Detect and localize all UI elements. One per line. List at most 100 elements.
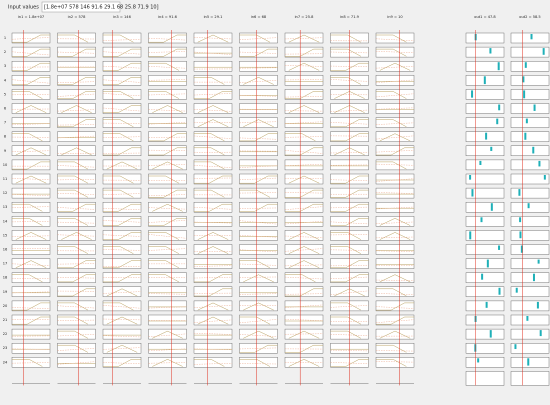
cell xyxy=(510,187,550,199)
membership-fn xyxy=(243,119,274,128)
cell xyxy=(284,159,324,171)
cell xyxy=(57,357,96,368)
cell xyxy=(102,61,142,72)
membership-fn xyxy=(152,330,183,339)
rule-number: 17 xyxy=(3,262,8,266)
membership-fn xyxy=(243,274,274,283)
cell xyxy=(510,61,550,72)
membership-fn xyxy=(57,218,89,226)
cell xyxy=(193,300,233,312)
rule-level xyxy=(284,235,324,238)
rule-level xyxy=(102,291,142,294)
membership-fn xyxy=(330,62,369,71)
membership-fn xyxy=(103,119,134,128)
cell xyxy=(284,272,324,283)
membership-fn xyxy=(376,91,407,99)
membership-fn xyxy=(330,330,362,339)
membership-fn xyxy=(148,133,187,142)
rule-level xyxy=(239,249,278,253)
membership-fn xyxy=(376,316,414,325)
output-bar xyxy=(537,259,540,264)
cell xyxy=(57,343,96,354)
cell xyxy=(465,314,505,326)
cell xyxy=(375,159,415,171)
cell xyxy=(193,103,233,114)
rule-level xyxy=(284,319,324,321)
cell xyxy=(284,187,324,199)
rule-level xyxy=(330,109,369,112)
cell xyxy=(193,61,233,72)
membership-fn xyxy=(376,34,407,43)
cell xyxy=(510,131,550,142)
cell xyxy=(510,89,550,100)
output-bar xyxy=(498,245,501,250)
rule-level xyxy=(284,333,324,335)
output-bar xyxy=(485,132,488,140)
cell xyxy=(510,357,550,368)
membership-fn xyxy=(103,105,141,113)
rule-level xyxy=(284,96,324,98)
rule-level xyxy=(148,306,187,309)
rule-level xyxy=(330,362,369,364)
rule-level xyxy=(193,305,233,308)
rule-level xyxy=(102,305,142,309)
cell xyxy=(239,159,278,171)
input-box[interactable] xyxy=(41,1,121,13)
rule-level xyxy=(11,37,51,40)
cell xyxy=(193,75,233,86)
output-bar xyxy=(532,273,535,282)
cell xyxy=(510,145,550,157)
input-value[interactable]: [1.8e+07 578 146 91.6 29.1 68 25.8 71.9 … xyxy=(44,5,159,11)
rule-level xyxy=(330,221,369,225)
rule-level xyxy=(102,136,142,138)
cell xyxy=(148,258,187,269)
rule-number: 10 xyxy=(3,163,8,167)
cell xyxy=(375,131,415,142)
cell xyxy=(510,244,550,255)
rule-level xyxy=(330,249,369,251)
membership-fn xyxy=(330,133,369,142)
cell xyxy=(193,258,233,269)
cell xyxy=(193,216,233,227)
output-bar xyxy=(489,48,492,54)
cell xyxy=(465,46,505,58)
rule-number: 8 xyxy=(4,135,7,139)
column-header: in9 = 10 xyxy=(387,15,403,19)
membership-fn xyxy=(330,359,369,367)
cell xyxy=(239,272,278,283)
cell xyxy=(465,286,505,297)
rule-level xyxy=(284,293,324,295)
cell xyxy=(375,187,415,199)
rule-level xyxy=(284,37,324,40)
cell xyxy=(465,159,505,171)
cell xyxy=(375,244,415,255)
cell xyxy=(510,216,550,227)
rule-level xyxy=(239,235,278,238)
rule-level xyxy=(284,65,324,67)
cell xyxy=(11,117,51,128)
membership-fn xyxy=(194,274,232,283)
rule-level xyxy=(148,136,187,138)
rule-level xyxy=(57,263,96,265)
cell xyxy=(57,286,96,297)
cell xyxy=(11,32,51,44)
membership-fn xyxy=(103,77,141,85)
rule-level xyxy=(148,79,187,81)
cell xyxy=(375,103,415,114)
rule-level xyxy=(148,122,187,125)
cell xyxy=(148,173,187,185)
membership-fn xyxy=(379,218,411,226)
membership-fn xyxy=(379,274,411,283)
cell xyxy=(239,89,278,100)
cell xyxy=(148,343,187,354)
cell xyxy=(375,300,415,312)
cell xyxy=(148,187,187,199)
cell xyxy=(465,89,505,100)
cell xyxy=(284,89,324,100)
rule-level xyxy=(330,276,369,279)
rule-level xyxy=(239,137,278,140)
cell xyxy=(148,216,187,227)
membership-fn xyxy=(12,302,50,311)
rule-level xyxy=(102,93,142,97)
rule-level xyxy=(57,165,96,168)
